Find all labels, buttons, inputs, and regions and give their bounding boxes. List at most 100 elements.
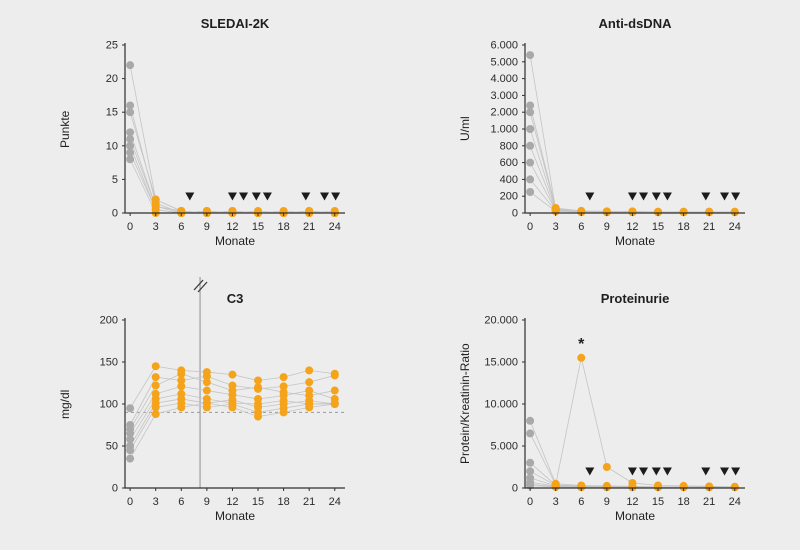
patient-line (129, 132, 335, 214)
baseline-point (126, 454, 135, 463)
baseline-point (126, 128, 135, 137)
patient-line (529, 162, 735, 213)
dose-marker-triangle (701, 192, 711, 201)
followup-point (628, 483, 637, 492)
baseline-point (526, 188, 535, 196)
x-tick-label: 15 (652, 221, 664, 233)
x-tick-label: 0 (527, 496, 533, 508)
baseline-point (526, 416, 535, 425)
baseline-point (126, 148, 135, 157)
followup-point (705, 208, 714, 217)
followup-point (305, 366, 314, 375)
dose-marker-triangle (251, 192, 261, 201)
patient-line (529, 145, 735, 213)
sledai2k-plot-area: 0 5 10 15 20 25 0 3 6 9 12 15 18 21 24 (106, 40, 345, 233)
followup-point (279, 408, 288, 417)
followup-point (202, 399, 211, 408)
baseline-point (526, 467, 535, 476)
followup-point (551, 482, 560, 491)
x-tick-label: 21 (703, 496, 715, 508)
y-tick-label: 1.000 (490, 124, 518, 136)
x-tick-label: 18 (277, 496, 289, 508)
axis-break-mark (197, 281, 208, 293)
baseline-point (126, 101, 135, 110)
followup-point (254, 376, 263, 385)
dose-marker-triangle (585, 192, 595, 201)
followup-point (177, 369, 186, 378)
dose-marker-triangle (239, 192, 249, 201)
baseline-point (526, 458, 535, 467)
patient-line (529, 55, 735, 213)
x-tick-label: 18 (677, 496, 689, 508)
x-tick-label: 3 (553, 221, 559, 233)
dose-marker-triangle (720, 192, 730, 201)
y-tick-label: 50 (106, 441, 118, 453)
followup-point (654, 483, 663, 492)
chart-c3: 0 50 100 150 200 0 3 6 9 12 15 18 21 24 C3 mg/dl Mona… (0, 275, 400, 550)
x-tick-label: 18 (277, 221, 289, 233)
followup-point (202, 386, 211, 395)
followup-point (730, 483, 739, 492)
x-tick-label: 9 (204, 496, 210, 508)
followup-point (202, 378, 211, 387)
dose-marker-triangle (651, 192, 661, 201)
baseline-point (526, 141, 535, 150)
y-tick-label: 6.000 (490, 40, 518, 52)
followup-point (279, 373, 288, 382)
followup-point (705, 483, 714, 492)
y-tick-label: 3.000 (490, 90, 518, 102)
followup-point (151, 381, 160, 390)
y-tick-label: 4.000 (490, 73, 518, 85)
dose-marker-triangle (331, 192, 341, 201)
x-tick-label: 6 (578, 221, 584, 233)
followup-point (151, 410, 160, 419)
anti-dsdna-plot-area: 0 200 400 600 800 1.000 2.000 3.000 4.000 5.000 6.… (490, 40, 745, 233)
x-tick-label: 0 (527, 221, 533, 233)
baseline-point (126, 141, 135, 150)
baseline-point (526, 175, 535, 184)
y-tick-label: 10.000 (484, 399, 518, 411)
followup-point (577, 353, 586, 362)
patient-line (129, 152, 335, 214)
y-tick-label: 0 (112, 208, 118, 220)
x-tick-label: 3 (553, 496, 559, 508)
x-tick-label: 24 (329, 496, 341, 508)
axes (524, 318, 745, 489)
x-tick-label: 9 (604, 221, 610, 233)
y-tick-label: 0 (512, 483, 518, 495)
significance-asterisk: * (578, 336, 585, 353)
x-tick-label: 21 (703, 221, 715, 233)
followup-point (654, 208, 663, 217)
dose-marker-triangle (262, 192, 272, 201)
y-tick-label: 100 (100, 399, 118, 411)
x-tick-label: 0 (127, 221, 133, 233)
followup-point (202, 372, 211, 381)
dose-marker-triangle (731, 467, 741, 476)
followup-point (305, 386, 314, 395)
y-tick-label: 20.000 (484, 315, 518, 327)
x-tick-label: 24 (729, 221, 741, 233)
x-tick-label: 15 (252, 496, 264, 508)
baseline-point (526, 51, 535, 60)
y-tick-label: 600 (500, 157, 518, 169)
dose-marker-triangle (320, 192, 330, 201)
baseline-point (126, 446, 135, 455)
axes (524, 43, 745, 214)
followup-point (679, 483, 688, 492)
chart-proteinurie: * 0 5.000 10.000 15.000 20.000 0 3 6 9 12 15 18 21 24 … (400, 275, 800, 550)
dose-marker-triangle (301, 192, 311, 201)
x-tick-label: 3 (153, 496, 159, 508)
x-tick-label: 12 (626, 496, 638, 508)
x-tick-label: 15 (252, 221, 264, 233)
x-tick-label: 21 (303, 221, 315, 233)
baseline-point (526, 158, 535, 167)
baseline-point (526, 101, 535, 110)
x-tick-label: 9 (604, 496, 610, 508)
y-tick-label: 400 (500, 174, 518, 186)
dose-marker-triangle (639, 467, 649, 476)
followup-point (602, 463, 611, 471)
axes (124, 43, 345, 214)
dose-marker-triangle (731, 192, 741, 201)
x-tick-label: 12 (626, 221, 638, 233)
x-tick-label: 24 (729, 496, 741, 508)
